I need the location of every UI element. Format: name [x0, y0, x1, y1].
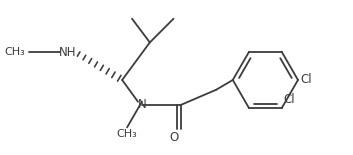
- Text: Cl: Cl: [284, 93, 295, 106]
- Text: CH₃: CH₃: [5, 47, 25, 57]
- Text: O: O: [169, 131, 178, 144]
- Text: N: N: [138, 98, 146, 111]
- Text: NH: NH: [59, 46, 77, 59]
- Text: CH₃: CH₃: [117, 129, 137, 139]
- Text: Cl: Cl: [300, 73, 312, 86]
